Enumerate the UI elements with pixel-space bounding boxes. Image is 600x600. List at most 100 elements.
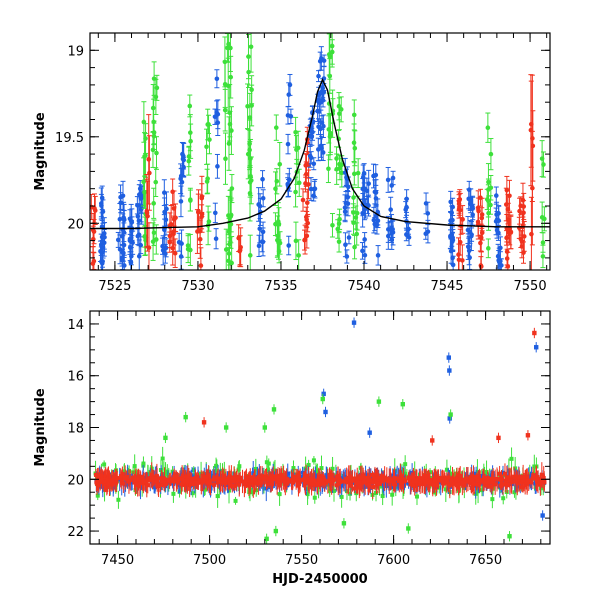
red-point — [227, 482, 232, 487]
green-point — [222, 81, 228, 87]
red-point — [325, 479, 330, 484]
red-point — [242, 482, 247, 487]
red-point — [446, 475, 451, 480]
green-point — [414, 494, 419, 499]
green-point — [214, 463, 219, 468]
blue-point — [343, 200, 349, 206]
green-point — [248, 156, 253, 161]
red-point — [91, 229, 97, 234]
red-point — [130, 475, 135, 480]
red-point — [506, 475, 511, 480]
red-point — [220, 479, 225, 484]
green-point — [154, 85, 160, 91]
green-point — [154, 150, 159, 156]
red-point — [334, 483, 339, 488]
blue-point — [180, 153, 186, 159]
red-point — [531, 473, 536, 478]
green-point — [141, 179, 146, 185]
green-point — [433, 490, 438, 495]
green-point — [319, 466, 324, 471]
red-point — [316, 475, 321, 480]
green-point — [403, 471, 408, 476]
red-point — [370, 472, 375, 477]
green-point — [331, 488, 336, 493]
green-point — [233, 498, 238, 503]
blue-point — [366, 181, 371, 186]
blue-point — [385, 233, 391, 239]
green-point — [226, 141, 232, 146]
red-point — [200, 478, 205, 483]
red-point — [423, 479, 428, 484]
red-point — [145, 213, 150, 219]
green-point — [188, 138, 193, 144]
green-point — [229, 186, 235, 191]
red-point — [355, 477, 360, 482]
red-point — [286, 479, 291, 484]
red-point — [498, 477, 503, 482]
green-point — [247, 179, 253, 185]
blue-point — [321, 123, 326, 129]
red-point — [434, 483, 439, 488]
blue-point — [129, 220, 135, 225]
green-point — [330, 222, 335, 228]
blue-point — [136, 253, 142, 259]
green-point — [443, 487, 448, 492]
x-tick-label: 7530 — [181, 279, 214, 294]
blue-point — [448, 199, 454, 205]
green-point — [351, 210, 356, 215]
blue-point — [212, 114, 218, 120]
green-point — [336, 239, 342, 244]
green-point — [351, 112, 357, 118]
green-point — [479, 488, 484, 493]
blue-point — [390, 473, 395, 478]
green-point — [151, 201, 156, 206]
blue-point — [215, 120, 221, 125]
red-point — [171, 217, 177, 222]
red-point — [208, 480, 213, 485]
green-point — [336, 221, 342, 226]
red-point — [238, 244, 243, 250]
green-point — [151, 230, 157, 236]
red-point — [542, 479, 547, 484]
red-point — [530, 136, 535, 141]
red-point — [307, 481, 312, 486]
blue-point — [362, 252, 368, 258]
red-point — [154, 479, 159, 484]
green-point — [353, 215, 359, 220]
red-point — [147, 170, 152, 176]
green-point — [501, 496, 506, 501]
blue-point — [260, 176, 265, 182]
red-point — [474, 475, 479, 480]
green-point — [339, 162, 345, 168]
red-point — [478, 478, 483, 483]
red-point — [135, 477, 140, 482]
green-point — [444, 467, 449, 472]
green-point — [488, 202, 493, 208]
red-point — [538, 482, 543, 487]
blue-point — [213, 236, 219, 242]
green-point — [215, 494, 220, 499]
top-data-points — [90, 33, 547, 270]
red-point — [352, 476, 357, 481]
red-point — [199, 195, 205, 201]
green-point — [249, 103, 254, 108]
red-point — [159, 476, 164, 481]
red-point — [212, 475, 217, 480]
red-point — [264, 476, 269, 481]
blue-point — [360, 248, 365, 254]
red-point — [399, 479, 404, 484]
red-point — [529, 231, 534, 237]
green-point — [248, 44, 254, 50]
green-point — [532, 464, 537, 469]
blue-point — [300, 470, 305, 475]
green-point — [187, 103, 193, 109]
red-point — [354, 481, 359, 486]
red-point — [379, 476, 384, 481]
red-point — [211, 477, 216, 482]
red-point — [232, 476, 237, 481]
green-point — [228, 74, 234, 80]
green-point — [160, 456, 165, 461]
red-point — [502, 471, 507, 476]
green-point — [237, 464, 242, 469]
